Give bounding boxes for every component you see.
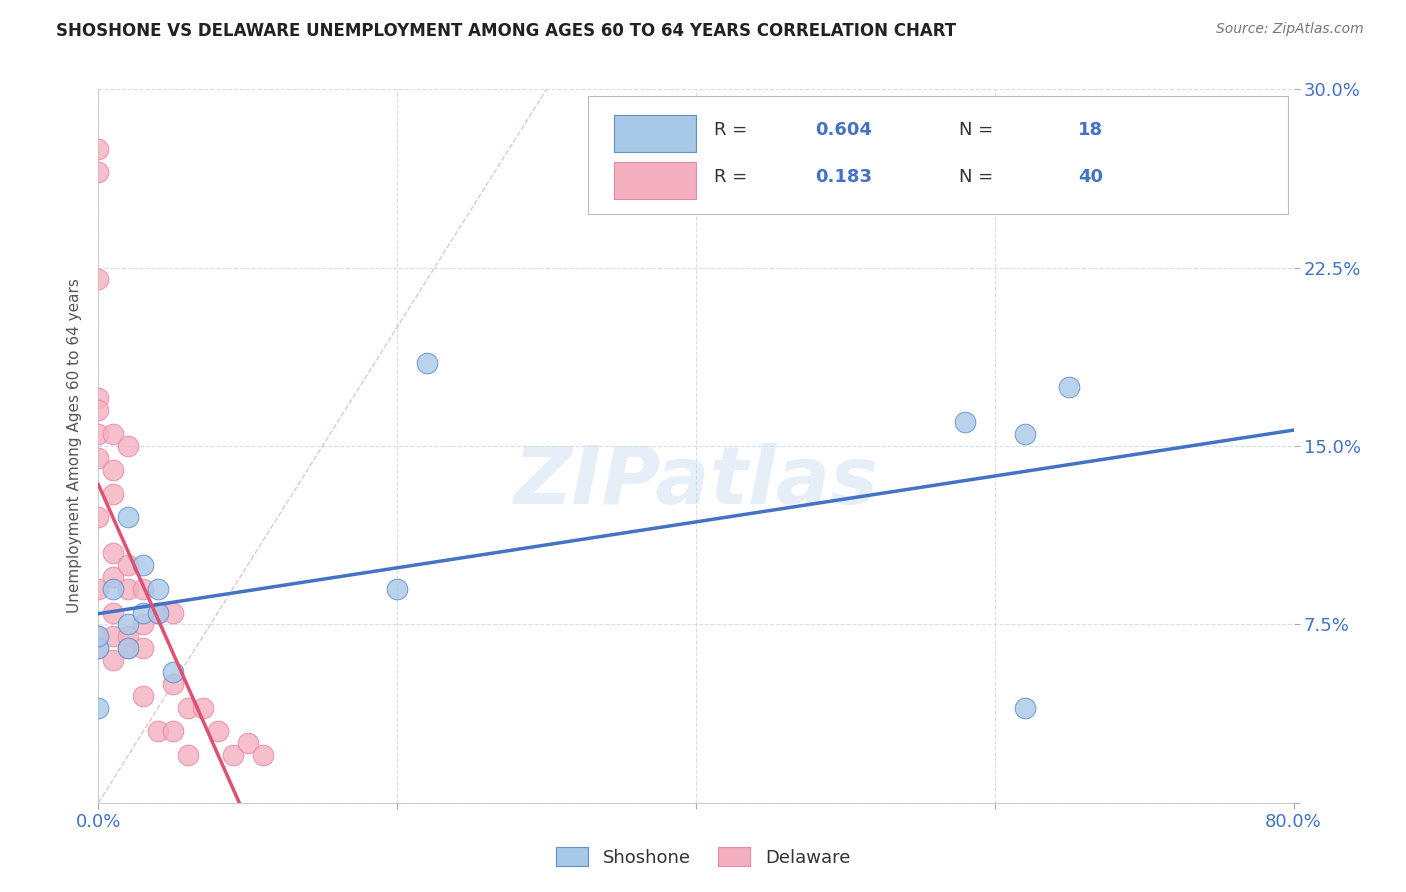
Point: [222, 748, 245, 763]
Point: [162, 606, 184, 620]
FancyBboxPatch shape: [613, 162, 696, 199]
Point: [1059, 379, 1081, 393]
Point: [953, 415, 976, 429]
Point: [103, 570, 125, 584]
Text: 40: 40: [1078, 168, 1104, 186]
Text: 0.183: 0.183: [815, 168, 873, 186]
Point: [87, 142, 110, 156]
Point: [87, 582, 110, 596]
Point: [162, 724, 184, 739]
Point: [162, 665, 184, 679]
Point: [117, 439, 139, 453]
Point: [87, 641, 110, 656]
Point: [87, 392, 110, 406]
Text: N =: N =: [959, 121, 998, 139]
Point: [252, 748, 274, 763]
Point: [416, 356, 439, 370]
Point: [103, 582, 125, 596]
Point: [191, 700, 214, 714]
Point: [87, 272, 110, 286]
Point: [103, 546, 125, 560]
Point: [87, 510, 110, 524]
Text: 0.604: 0.604: [815, 121, 872, 139]
Point: [132, 582, 155, 596]
Point: [236, 736, 259, 750]
Point: [177, 748, 200, 763]
Point: [117, 629, 139, 643]
Point: [177, 700, 200, 714]
Text: Source: ZipAtlas.com: Source: ZipAtlas.com: [1216, 22, 1364, 37]
Point: [148, 606, 170, 620]
Text: SHOSHONE VS DELAWARE UNEMPLOYMENT AMONG AGES 60 TO 64 YEARS CORRELATION CHART: SHOSHONE VS DELAWARE UNEMPLOYMENT AMONG …: [56, 22, 956, 40]
Point: [117, 617, 139, 632]
Y-axis label: Unemployment Among Ages 60 to 64 years: Unemployment Among Ages 60 to 64 years: [67, 278, 83, 614]
Point: [117, 582, 139, 596]
Point: [87, 700, 110, 714]
Text: R =: R =: [714, 168, 759, 186]
FancyBboxPatch shape: [613, 115, 696, 152]
Point: [117, 510, 139, 524]
Point: [103, 463, 125, 477]
Text: R =: R =: [714, 121, 752, 139]
Point: [148, 582, 170, 596]
Point: [103, 486, 125, 500]
Text: 18: 18: [1078, 121, 1104, 139]
Point: [87, 403, 110, 417]
FancyBboxPatch shape: [588, 96, 1288, 214]
Point: [132, 558, 155, 572]
Point: [103, 653, 125, 667]
Point: [103, 606, 125, 620]
Point: [87, 629, 110, 643]
Point: [132, 606, 155, 620]
Point: [207, 724, 229, 739]
Point: [148, 724, 170, 739]
Point: [1014, 700, 1036, 714]
Point: [132, 641, 155, 656]
Point: [87, 641, 110, 656]
Point: [117, 641, 139, 656]
Point: [385, 582, 409, 596]
Text: ZIPatlas: ZIPatlas: [513, 442, 879, 521]
Point: [1014, 427, 1036, 442]
Point: [132, 617, 155, 632]
Point: [132, 689, 155, 703]
Point: [162, 677, 184, 691]
Point: [148, 606, 170, 620]
Point: [103, 629, 125, 643]
Point: [87, 450, 110, 465]
Point: [103, 427, 125, 442]
Text: N =: N =: [959, 168, 998, 186]
Point: [117, 558, 139, 572]
Point: [87, 165, 110, 179]
Legend: Shoshone, Delaware: Shoshone, Delaware: [548, 840, 858, 874]
Point: [117, 641, 139, 656]
Point: [87, 629, 110, 643]
Point: [87, 427, 110, 442]
